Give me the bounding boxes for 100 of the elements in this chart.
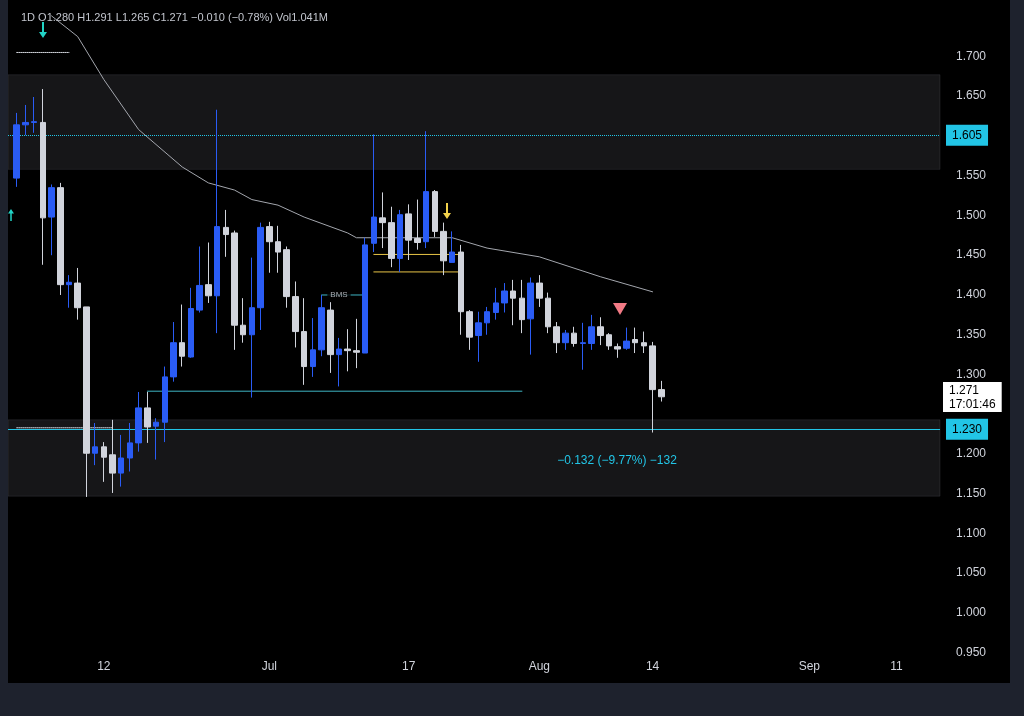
candlestick: [336, 337, 342, 387]
y-tick-label: 1.450: [956, 247, 987, 262]
y-tick-label: 1.650: [956, 88, 987, 103]
candlestick: [597, 316, 604, 346]
candlestick: [40, 88, 46, 266]
y-tick-label: 1.100: [956, 525, 987, 540]
candlestick: [13, 112, 20, 188]
candlestick: [510, 279, 516, 326]
candlestick: [188, 287, 194, 359]
candlestick: [527, 277, 534, 356]
x-tick-label: Aug: [528, 659, 551, 673]
y-tick-label: 1.550: [956, 167, 987, 182]
candlestick: [440, 222, 447, 276]
candlestick: [388, 206, 395, 268]
candlestick: [519, 279, 525, 334]
x-tick-label: Jul: [261, 659, 277, 673]
candlestick: [379, 191, 386, 249]
candlestick: [57, 182, 64, 296]
candlestick: [484, 306, 490, 336]
candlestick: [153, 417, 159, 461]
candlestick: [135, 391, 142, 453]
candlestick: [127, 422, 133, 473]
candlestick: [397, 209, 403, 273]
y-tick-label: 1.700: [956, 48, 987, 63]
candlestick: [66, 274, 72, 309]
candlestick: [205, 242, 212, 304]
candlestick: [466, 309, 473, 351]
candlestick: [31, 96, 37, 134]
annotation: −0.132 (−9.77%) −132: [557, 453, 678, 467]
x-tick-label: Sep: [798, 659, 821, 673]
x-tick-label: 12: [97, 659, 111, 673]
candlestick: [266, 221, 273, 274]
y-tick-label: 1.150: [956, 485, 987, 500]
candlestick: [501, 282, 508, 313]
candlestick: [658, 380, 665, 403]
candlestick: [240, 297, 246, 344]
candlestick: [423, 130, 429, 249]
candlestick: [22, 104, 29, 136]
candlestick: [632, 327, 638, 354]
candlestick: [553, 321, 560, 354]
candlestick: [571, 326, 577, 348]
ref-line-label: 1.605: [952, 128, 983, 143]
candlestick: [249, 257, 255, 399]
candlestick: [292, 280, 299, 348]
candlestick: [493, 287, 499, 321]
annotation: BMS: [330, 290, 348, 300]
x-tick-label: 11: [890, 659, 903, 673]
candlestick: [162, 366, 168, 443]
candlestick: [92, 422, 98, 466]
candlestick: [214, 109, 220, 334]
candlestick: [275, 225, 281, 274]
y-tick-label: 1.200: [956, 446, 987, 461]
candlestick: [362, 237, 368, 354]
x-tick-label: 17: [401, 659, 416, 673]
y-tick-label: 1.000: [956, 605, 987, 620]
candlestick: [310, 317, 316, 378]
candlestick: [301, 297, 307, 386]
candlestick: [257, 222, 264, 331]
candlestick: [371, 133, 377, 253]
candlestick: [327, 301, 334, 374]
candlestick: [449, 230, 455, 263]
candlestick: [283, 245, 290, 309]
candlestick: [562, 329, 569, 351]
y-tick-label: 1.500: [956, 207, 987, 222]
text: 1D O1.280 H1.291 L1.265 C1.271 −0.010 (−0.78%) Vol1.041M: [21, 10, 328, 23]
candlestick: [74, 267, 81, 321]
candlestick: [48, 183, 55, 256]
candlestick: [318, 294, 325, 357]
candlestick: [144, 391, 151, 444]
candlestick: [475, 311, 482, 363]
y-tick-label: 1.400: [956, 287, 987, 302]
text: 1.271 17:01:46: [949, 383, 997, 411]
candlestick: [614, 342, 621, 359]
candlestick: [536, 274, 543, 308]
candlestick: [101, 441, 107, 483]
x-tick-label: 14: [645, 659, 660, 673]
candlestick: [641, 331, 647, 354]
candlestick: [606, 332, 612, 351]
y-tick-label: 1.300: [956, 366, 987, 381]
candlestick: [344, 328, 351, 372]
candlestick: [405, 203, 412, 261]
candlestick: [432, 189, 438, 238]
ref-line-label: 1.230: [952, 422, 983, 437]
candlestick: [179, 304, 185, 368]
y-tick-label: 1.050: [956, 565, 987, 580]
y-tick-label: 1.350: [956, 326, 987, 341]
candlestick: [545, 292, 551, 334]
candlestick: [649, 341, 656, 434]
candlestick: [170, 321, 177, 383]
candlestick: [223, 209, 229, 258]
candlestick: [458, 244, 464, 336]
candlestick: [231, 230, 238, 351]
candlestick: [414, 199, 421, 251]
candlestick: [196, 245, 203, 313]
candlestick: [580, 322, 586, 371]
candlestick: [588, 314, 595, 351]
candlestick: [623, 327, 630, 351]
y-tick-label: 0.950: [956, 645, 987, 659]
candlestick: [118, 434, 124, 488]
candlestick: [353, 318, 360, 369]
